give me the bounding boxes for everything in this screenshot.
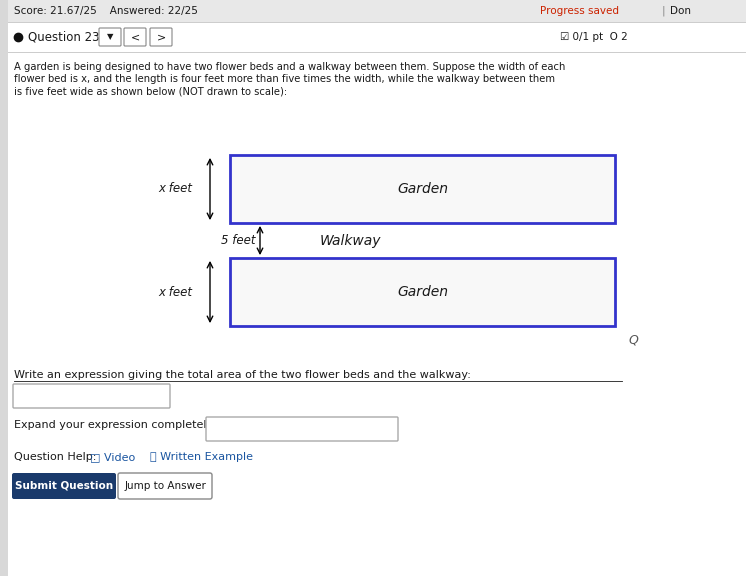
Text: Question 23: Question 23 [28,31,99,44]
FancyBboxPatch shape [99,28,121,46]
Bar [230,258,615,326]
Text: ☑ 0/1 pt  Ο 2: ☑ 0/1 pt Ο 2 [560,32,627,42]
Text: |: | [662,6,665,16]
Bar [8,0,746,22]
Text: Q: Q [628,334,638,347]
FancyBboxPatch shape [206,417,398,441]
Text: Expand your expression completely:: Expand your expression completely: [14,420,216,430]
Text: Garden: Garden [397,182,448,196]
FancyBboxPatch shape [13,384,170,408]
Text: x feet: x feet [158,183,192,195]
Text: Score: 21.67/25    Answered: 22/25: Score: 21.67/25 Answered: 22/25 [14,6,198,16]
Text: Write an expression giving the total area of the two flower beds and the walkway: Write an expression giving the total are… [14,370,471,380]
Text: ▼: ▼ [107,32,113,41]
FancyBboxPatch shape [12,473,116,499]
Text: Don: Don [670,6,691,16]
Text: 5 feet: 5 feet [221,234,255,247]
Text: Question Help:: Question Help: [14,452,96,462]
Text: A garden is being designed to have two flower beds and a walkway between them. S: A garden is being designed to have two f… [14,62,565,72]
FancyBboxPatch shape [118,473,212,499]
Text: <: < [131,32,140,42]
FancyBboxPatch shape [150,28,172,46]
Text: >: > [157,32,166,42]
Text: flower bed is x, and the length is four feet more than five times the width, whi: flower bed is x, and the length is four … [14,74,555,84]
Bar [230,155,615,223]
Text: is five feet wide as shown below (NOT drawn to scale):: is five feet wide as shown below (NOT dr… [14,86,287,96]
Text: Walkway: Walkway [319,233,380,248]
Text: Garden: Garden [397,285,448,299]
Text: Jump to Answer: Jump to Answer [124,481,206,491]
Text: □ Video: □ Video [90,452,135,462]
FancyBboxPatch shape [124,28,146,46]
Bar [8,22,746,52]
Text: 📄 Written Example: 📄 Written Example [150,452,253,462]
Text: Progress saved: Progress saved [540,6,619,16]
Text: Submit Question: Submit Question [15,481,113,491]
Text: x feet: x feet [158,286,192,298]
